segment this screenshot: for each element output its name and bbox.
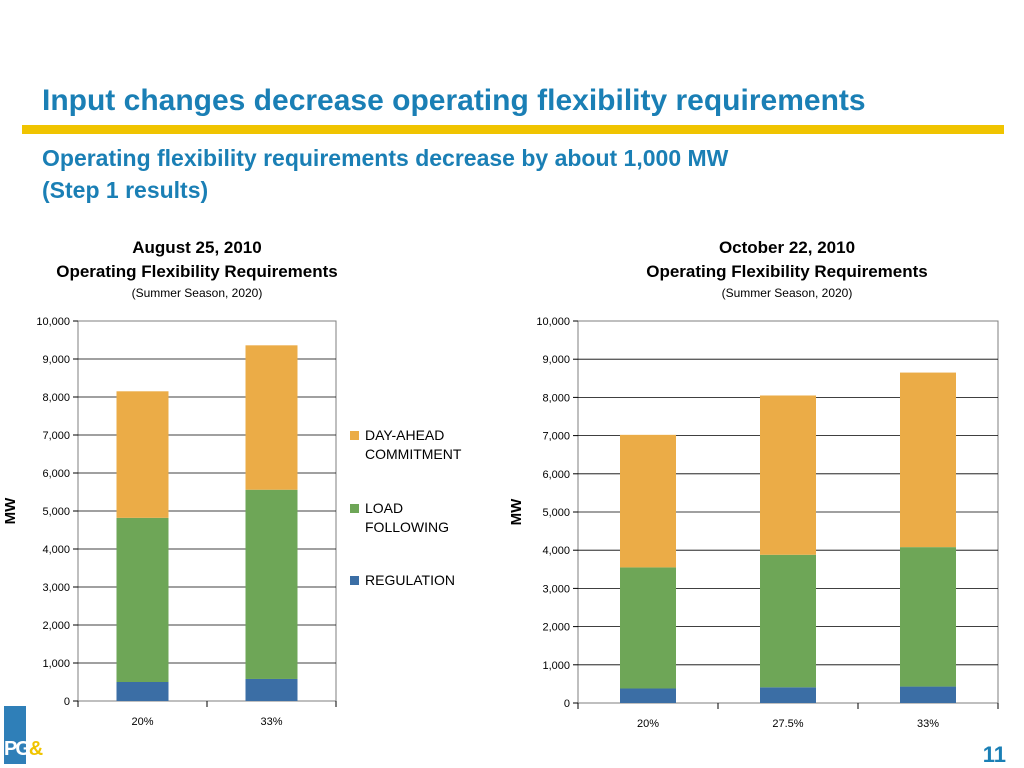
chart-1-y-tick-label: 1,000 bbox=[42, 658, 70, 670]
chart-1-note: (Summer Season, 2020) bbox=[132, 286, 263, 300]
chart-1-title: August 25, 2010 bbox=[132, 238, 261, 257]
chart-1-bar-load-following bbox=[245, 489, 298, 679]
slide-subtitle-line-2: (Step 1 results) bbox=[42, 177, 209, 203]
chart-1-y-tick-label: 9,000 bbox=[42, 354, 70, 366]
chart-1-bar-regulation bbox=[245, 678, 298, 701]
page-number: 11 bbox=[982, 742, 1006, 767]
chart-2-bar-day-ahead bbox=[900, 372, 956, 548]
chart-2-y-tick-label: 5,000 bbox=[542, 507, 570, 519]
chart-2-y-tick-label: 9,000 bbox=[542, 354, 570, 366]
pge-logo bbox=[4, 706, 26, 764]
logo-text-pg: PG bbox=[4, 738, 31, 760]
legend-label-load-following: FOLLOWING bbox=[365, 519, 449, 535]
chart-1-bar-load-following bbox=[116, 517, 169, 682]
chart-2-bar-day-ahead bbox=[760, 395, 816, 555]
chart-2-subtitle: Operating Flexibility Requirements bbox=[646, 262, 928, 281]
chart-2-title: October 22, 2010 bbox=[719, 238, 855, 257]
title-rule bbox=[0, 125, 1004, 134]
chart-1-x-tick-label: 20% bbox=[131, 716, 153, 728]
pge-logo-text: PG&E bbox=[4, 738, 55, 761]
chart-1-subtitle: Operating Flexibility Requirements bbox=[56, 262, 338, 281]
chart-2-y-tick-label: 7,000 bbox=[542, 431, 570, 443]
chart-1-y-tick-label: 7,000 bbox=[42, 430, 70, 442]
chart-2-y-tick-label: 10,000 bbox=[536, 316, 570, 328]
legend-label-regulation: REGULATION bbox=[365, 572, 455, 588]
chart-1-y-tick-label: 5,000 bbox=[42, 506, 70, 518]
legend-label-day-ahead: DAY-AHEAD bbox=[365, 427, 444, 443]
chart-2-bar-regulation bbox=[900, 686, 956, 703]
legend-label-load-following: LOAD bbox=[365, 500, 403, 516]
chart-2-x-tick-label: 33% bbox=[917, 718, 939, 730]
slide-title: Input changes decrease operating flexibi… bbox=[42, 84, 866, 117]
legend-swatch-day-ahead bbox=[350, 431, 359, 440]
legend-label-day-ahead: COMMITMENT bbox=[365, 446, 462, 462]
chart-2-y-axis-label: MW bbox=[508, 498, 525, 525]
slide-subtitle-line-1: Operating flexibility requirements decre… bbox=[42, 145, 729, 171]
chart-1-y-tick-label: 6,000 bbox=[42, 468, 70, 480]
chart-2-y-tick-label: 2,000 bbox=[542, 622, 570, 634]
chart-2-y-tick-label: 3,000 bbox=[542, 583, 570, 595]
chart-2-y-tick-label: 8,000 bbox=[542, 392, 570, 404]
chart-1-y-tick-label: 0 bbox=[64, 696, 70, 708]
chart-2-x-tick-label: 20% bbox=[637, 718, 659, 730]
chart-2-bar-load-following bbox=[900, 547, 956, 687]
chart-2-bar-load-following bbox=[760, 554, 816, 688]
chart-1-y-axis-label: MW bbox=[2, 497, 19, 524]
chart-2-y-tick-label: 4,000 bbox=[542, 545, 570, 557]
chart-2-x-tick-label: 27.5% bbox=[772, 718, 803, 730]
logo-text-amp: & bbox=[28, 738, 44, 760]
chart-2-bar-regulation bbox=[620, 688, 676, 703]
chart-1-x-tick-label: 33% bbox=[260, 716, 282, 728]
legend-swatch-regulation bbox=[350, 576, 359, 585]
chart-2-bar-load-following bbox=[620, 567, 676, 689]
chart-2-note: (Summer Season, 2020) bbox=[722, 286, 853, 300]
chart-1-bar-day-ahead bbox=[245, 345, 298, 490]
chart-1-y-tick-label: 8,000 bbox=[42, 392, 70, 404]
chart-1-y-tick-label: 3,000 bbox=[42, 582, 70, 594]
legend-swatch-load-following bbox=[350, 504, 359, 513]
chart-2-bar-regulation bbox=[760, 687, 816, 703]
chart-1-bar-regulation bbox=[116, 682, 169, 701]
chart-1-bar-day-ahead bbox=[116, 391, 169, 518]
chart-1-y-tick-label: 2,000 bbox=[42, 620, 70, 632]
chart-2-y-tick-label: 0 bbox=[564, 698, 570, 710]
chart-2-y-tick-label: 6,000 bbox=[542, 469, 570, 481]
logo-text-e: E bbox=[41, 738, 54, 760]
title-rule-gap bbox=[0, 125, 22, 134]
chart-1-y-tick-label: 10,000 bbox=[36, 316, 70, 328]
chart-2-y-tick-label: 1,000 bbox=[542, 660, 570, 672]
chart-2-bar-day-ahead bbox=[620, 434, 676, 568]
chart-1-y-tick-label: 4,000 bbox=[42, 544, 70, 556]
